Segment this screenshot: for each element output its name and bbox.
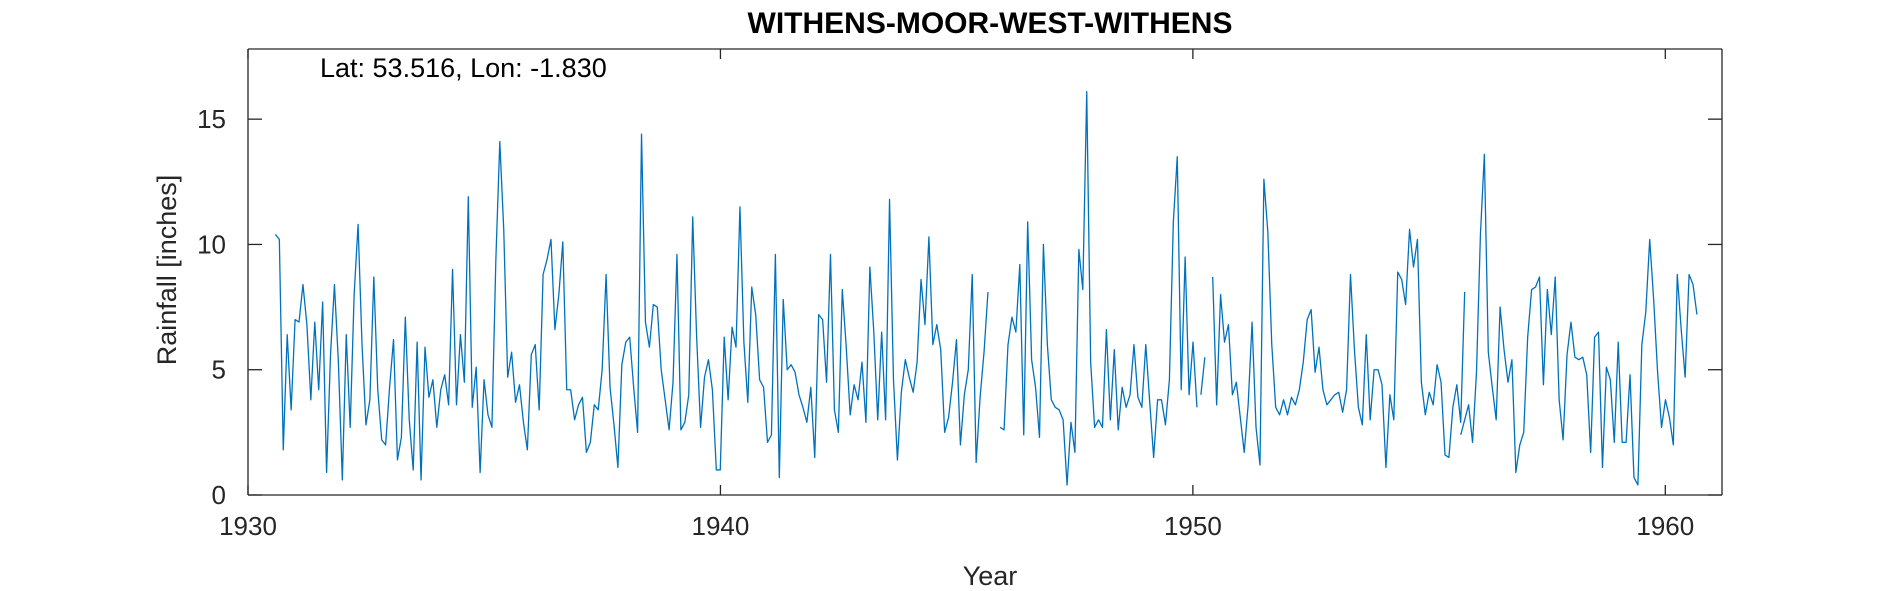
y-tick-label: 10 [197, 229, 226, 259]
chart-title: WITHENS-MOOR-WEST-WITHENS [748, 7, 1233, 40]
y-tick-label: 15 [197, 104, 226, 134]
series-layer [274, 90, 1698, 486]
x-tick-label: 1930 [219, 511, 277, 541]
y-axis-title: Rainfall [inches] [152, 175, 182, 366]
rainfall-series-line-4 [1460, 153, 1698, 486]
rainfall-series-line-1 [999, 90, 1198, 486]
rainfall-series-line-3 [1212, 178, 1466, 469]
y-axis: 0 5 10 15 [197, 104, 1722, 510]
rainfall-series-line-2 [1200, 357, 1206, 395]
rainfall-series-line-0 [274, 133, 989, 481]
y-tick-label: 0 [212, 480, 226, 510]
y-tick-label: 5 [212, 355, 226, 385]
x-tick-label: 1960 [1636, 511, 1694, 541]
x-tick-label: 1950 [1164, 511, 1222, 541]
location-annotation: Lat: 53.516, Lon: -1.830 [320, 53, 607, 83]
plot-area [247, 48, 1723, 496]
x-axis: 1930 1940 1950 1960 [219, 49, 1694, 541]
x-tick-label: 1940 [692, 511, 750, 541]
x-axis-title: Year [963, 561, 1018, 591]
